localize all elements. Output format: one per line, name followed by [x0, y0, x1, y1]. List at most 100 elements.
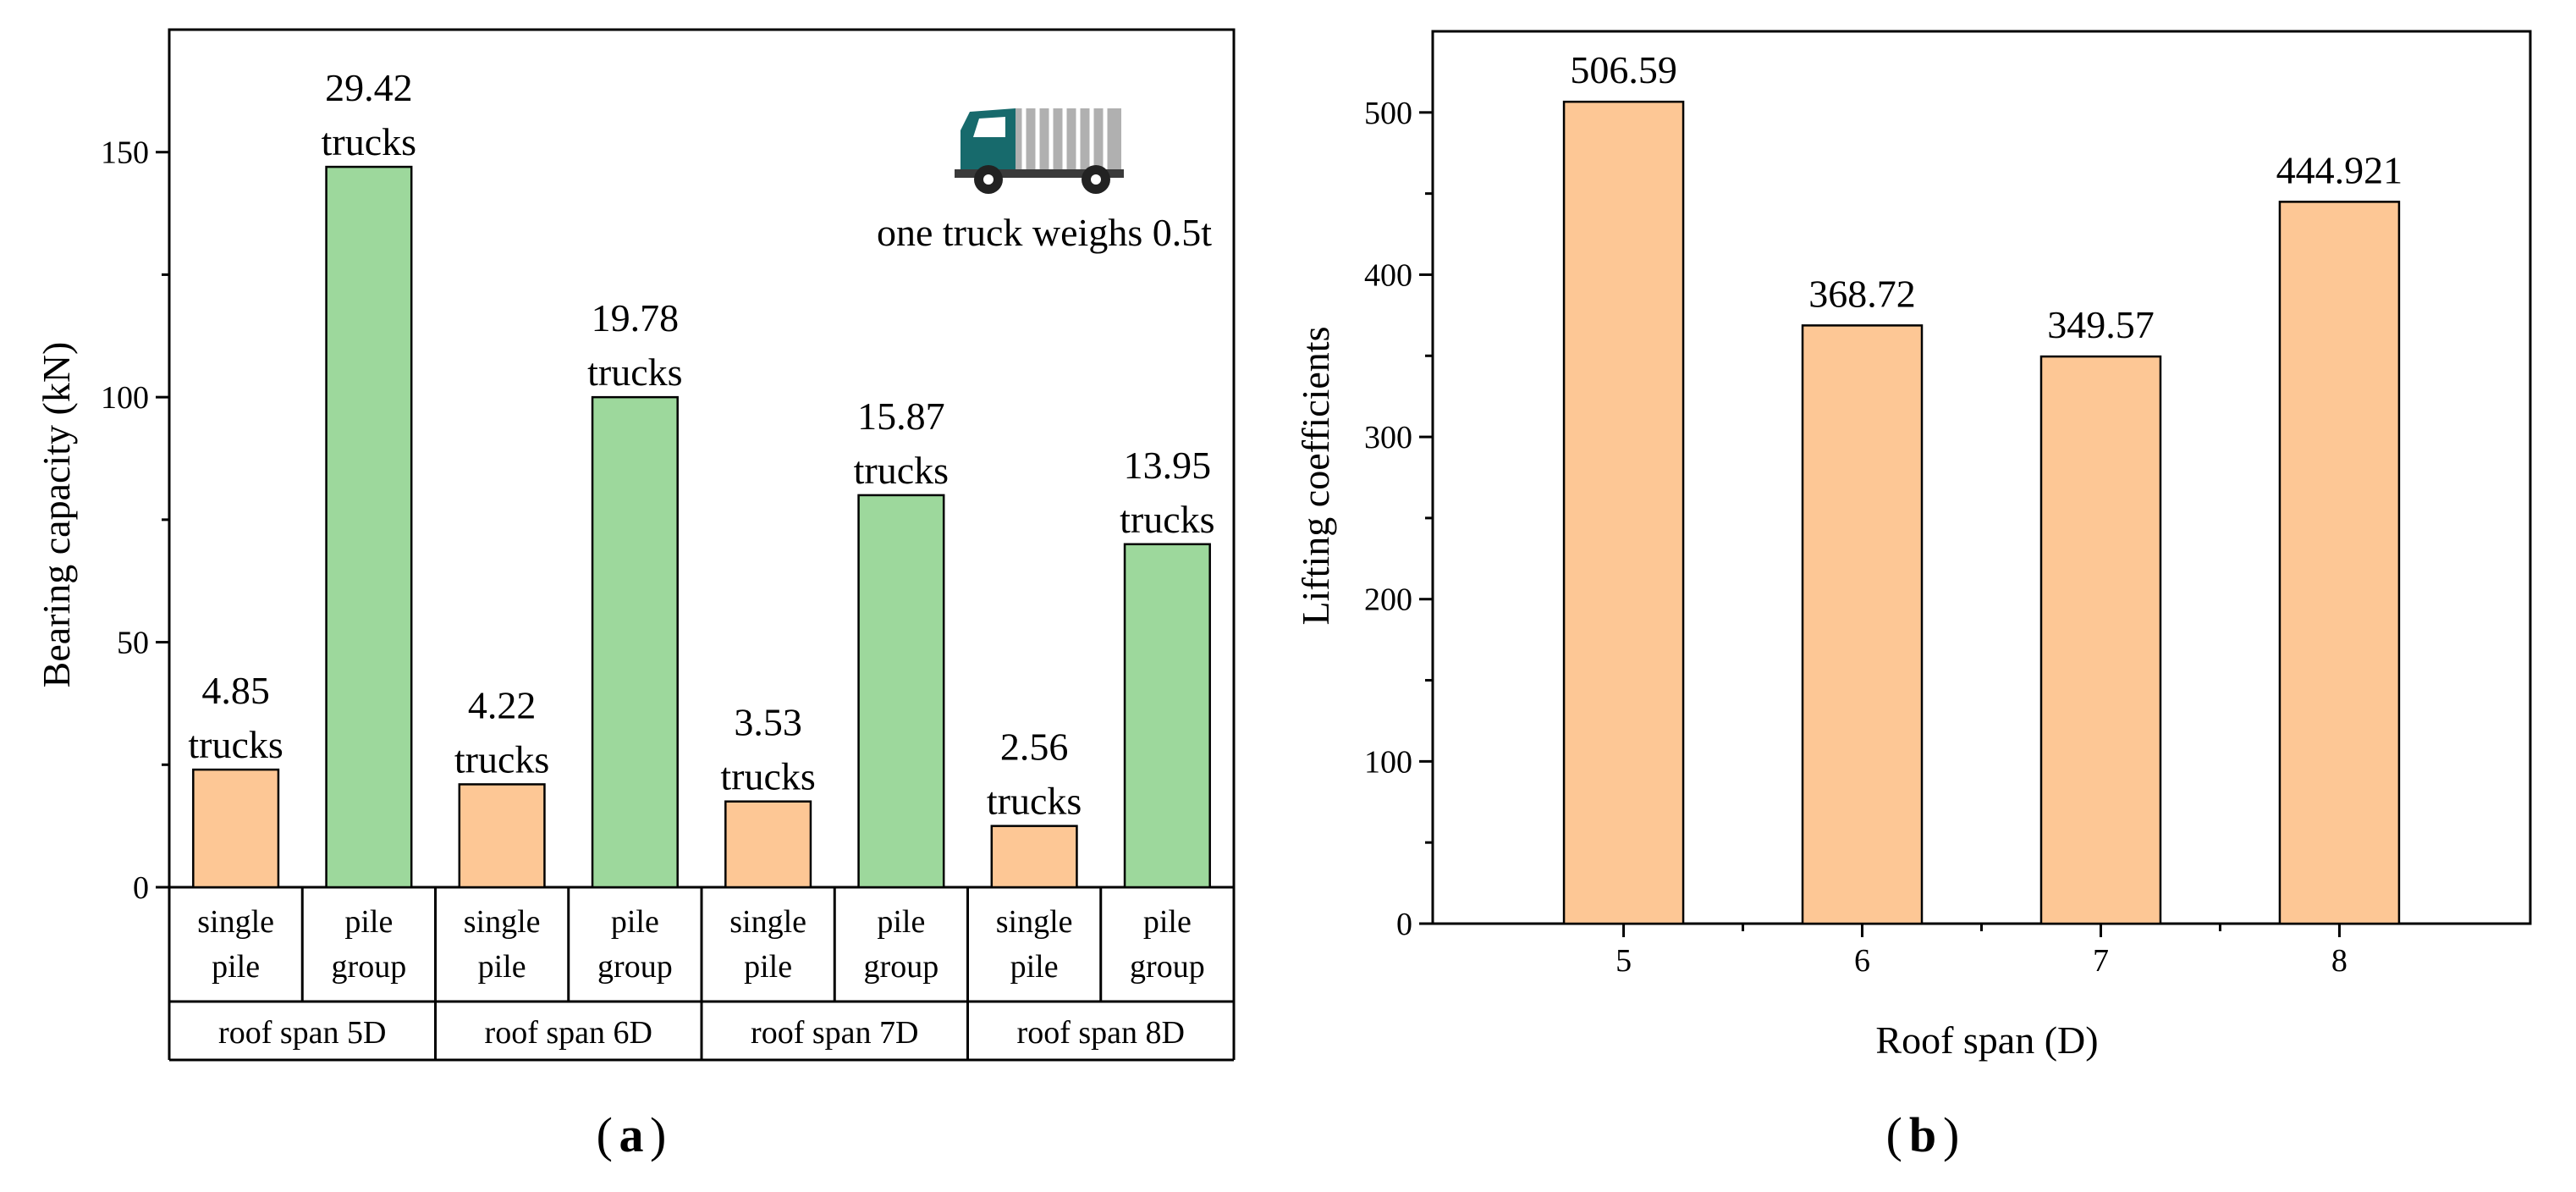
- chart-a-category-label-line: single: [464, 904, 541, 940]
- chart-a-bars: [192, 165, 1211, 889]
- chart-a-group-label: roof span 5D: [218, 1015, 386, 1051]
- chart-a-data-label-unit: trucks: [454, 737, 549, 781]
- chart-b-y-tick-label: 300: [1364, 420, 1412, 455]
- chart-a-data-label-value: 15.87: [857, 395, 945, 438]
- chart-a-category-label: pile group: [864, 904, 939, 985]
- truck-wheel-rear-hub: [1091, 174, 1101, 185]
- chart-a-panel-label: ( a ): [597, 1107, 667, 1162]
- chart-a-category-label: pile group: [332, 904, 407, 985]
- chart-a-category-label-line: pile: [212, 949, 260, 985]
- chart-a-group-label: roof span 6D: [485, 1015, 652, 1051]
- chart-a-data-label-value: 13.95: [1124, 444, 1212, 487]
- chart-a-y-tick-label: 100: [101, 380, 149, 416]
- chart-a-data-label-unit: trucks: [587, 350, 682, 394]
- chart-a-category-label: single pile: [464, 904, 541, 985]
- chart-a-category-labels: single pile pile group single pile pile group si…: [197, 904, 1204, 1051]
- chart-a-data-label-value: 3.53: [734, 701, 802, 744]
- chart-a-y-tick-label: 0: [133, 870, 149, 906]
- chart-a-data-label: 3.53 trucks: [720, 701, 815, 798]
- chart-a-category-label: single pile: [729, 904, 806, 985]
- chart-a-data-label-value: 4.85: [201, 669, 270, 712]
- truck-cargo-stripes: [1021, 108, 1108, 174]
- chart-b-y-axis-title: Lifting coefficients: [1294, 327, 1337, 626]
- chart-a-data-label-unit: trucks: [322, 120, 416, 163]
- chart-a-data-label: 4.22 trucks: [454, 683, 549, 781]
- chart-a-group-label: roof span 7D: [751, 1015, 918, 1051]
- chart-a-data-label-unit: trucks: [1120, 498, 1214, 541]
- chart-a-category-label-line: group: [332, 949, 407, 985]
- chart-b-x-tick-label: 7: [2093, 943, 2109, 979]
- chart-a-y-tick-label: 50: [117, 626, 149, 661]
- svg-text:a: a: [619, 1107, 644, 1162]
- svg-text:(: (: [1886, 1107, 1902, 1162]
- chart-b-data-label: 506.59: [1570, 48, 1677, 91]
- chart-a-category-label-line: pile: [1143, 904, 1192, 940]
- truck-weight-annotation: one truck weighs 0.5t: [877, 211, 1212, 254]
- chart-a-bar: [325, 165, 413, 889]
- chart-a-bar: [724, 800, 812, 889]
- chart-b-y-tick-label: 500: [1364, 96, 1412, 131]
- chart-a-category-label-line: single: [996, 904, 1073, 940]
- chart-a-data-label-value: 19.78: [592, 296, 680, 339]
- chart-a-data-label-unit: trucks: [854, 449, 949, 492]
- chart-a-data-label-value: 29.42: [325, 66, 413, 109]
- chart-b-bars: [1562, 100, 2401, 925]
- chart-a-category-label-line: pile: [344, 904, 393, 940]
- chart-b-x-tick-label: 6: [1854, 943, 1870, 979]
- chart-a-category-label-line: group: [1130, 949, 1205, 985]
- chart-b-bar: [1562, 100, 1685, 925]
- chart-a-data-labels: 4.85 trucks 29.42 trucks 4.22 trucks 19.78 truc…: [188, 66, 1214, 823]
- chart-a-category-label-line: pile: [611, 904, 659, 940]
- chart-b-x-tick-label: 8: [2331, 943, 2348, 979]
- chart-a-category-label-line: pile: [744, 949, 792, 985]
- chart-b: 0 100 200 300 400 500 506.59 368.72 349.57 444.9…: [1294, 30, 2532, 1162]
- chart-b-data-labels: 506.59 368.72 349.57 444.921: [1570, 48, 2403, 346]
- chart-b-x-tick-labels: 5 6 7 8: [1616, 943, 2348, 979]
- chart-a-data-label-unit: trucks: [720, 755, 815, 798]
- chart-b-bar: [2039, 355, 2162, 925]
- chart-a-bar: [591, 395, 679, 889]
- svg-text:): ): [650, 1107, 666, 1162]
- chart-a-data-label: 29.42 trucks: [322, 66, 416, 163]
- svg-text:b: b: [1909, 1107, 1936, 1162]
- chart-a-bar: [990, 825, 1078, 889]
- chart-a-category-label-line: group: [597, 949, 673, 985]
- chart-b-y-tick-label: 400: [1364, 257, 1412, 293]
- chart-b-y-tick-label: 0: [1396, 907, 1412, 942]
- chart-a-bar: [857, 494, 945, 889]
- chart-a-data-label: 4.85 trucks: [188, 669, 283, 766]
- chart-a-category-label: pile group: [1130, 904, 1205, 985]
- truck-icon: [955, 108, 1124, 194]
- chart-a-data-label-value: 2.56: [1000, 726, 1069, 769]
- chart-b-x-tick-label: 5: [1616, 943, 1632, 979]
- chart-a-y-axis-title: Bearing capacity (kN): [35, 342, 78, 688]
- svg-text:(: (: [597, 1107, 613, 1162]
- svg-text:): ): [1943, 1107, 1959, 1162]
- chart-a-category-label-line: group: [864, 949, 939, 985]
- chart-b-data-label: 368.72: [1808, 272, 1916, 315]
- chart-b-y-tick-label: 100: [1364, 744, 1412, 780]
- chart-a-bar: [1123, 543, 1211, 889]
- chart-a-data-label-unit: trucks: [987, 780, 1082, 823]
- chart-b-data-label: 349.57: [2047, 303, 2155, 346]
- chart-a-bar: [458, 783, 546, 889]
- chart-a-data-label: 19.78 trucks: [587, 296, 682, 394]
- chart-b-axes: 0 100 200 300 400 500: [1364, 30, 2532, 942]
- truck-wheel-front-hub: [983, 174, 994, 185]
- chart-a-group-label: roof span 8D: [1017, 1015, 1185, 1051]
- chart-a-category-label: pile group: [597, 904, 673, 985]
- chart-a-bar: [192, 768, 280, 889]
- chart-a-category-label-line: single: [729, 904, 806, 940]
- chart-a-category-label: single pile: [197, 904, 274, 985]
- chart-a-category-label-line: pile: [1010, 949, 1059, 985]
- chart-b-y-tick-label: 200: [1364, 582, 1412, 618]
- truck-chassis: [955, 169, 1124, 178]
- chart-a-axes: 0 50 100 150: [101, 28, 1236, 1062]
- chart-a-category-label-line: pile: [478, 949, 526, 985]
- chart-a-category-label: single pile: [996, 904, 1073, 985]
- truck-window: [973, 117, 1005, 137]
- chart-b-bar: [1801, 324, 1924, 925]
- chart-b-bar: [2278, 201, 2401, 925]
- chart-b-x-axis-title: Roof span (D): [1875, 1018, 2098, 1062]
